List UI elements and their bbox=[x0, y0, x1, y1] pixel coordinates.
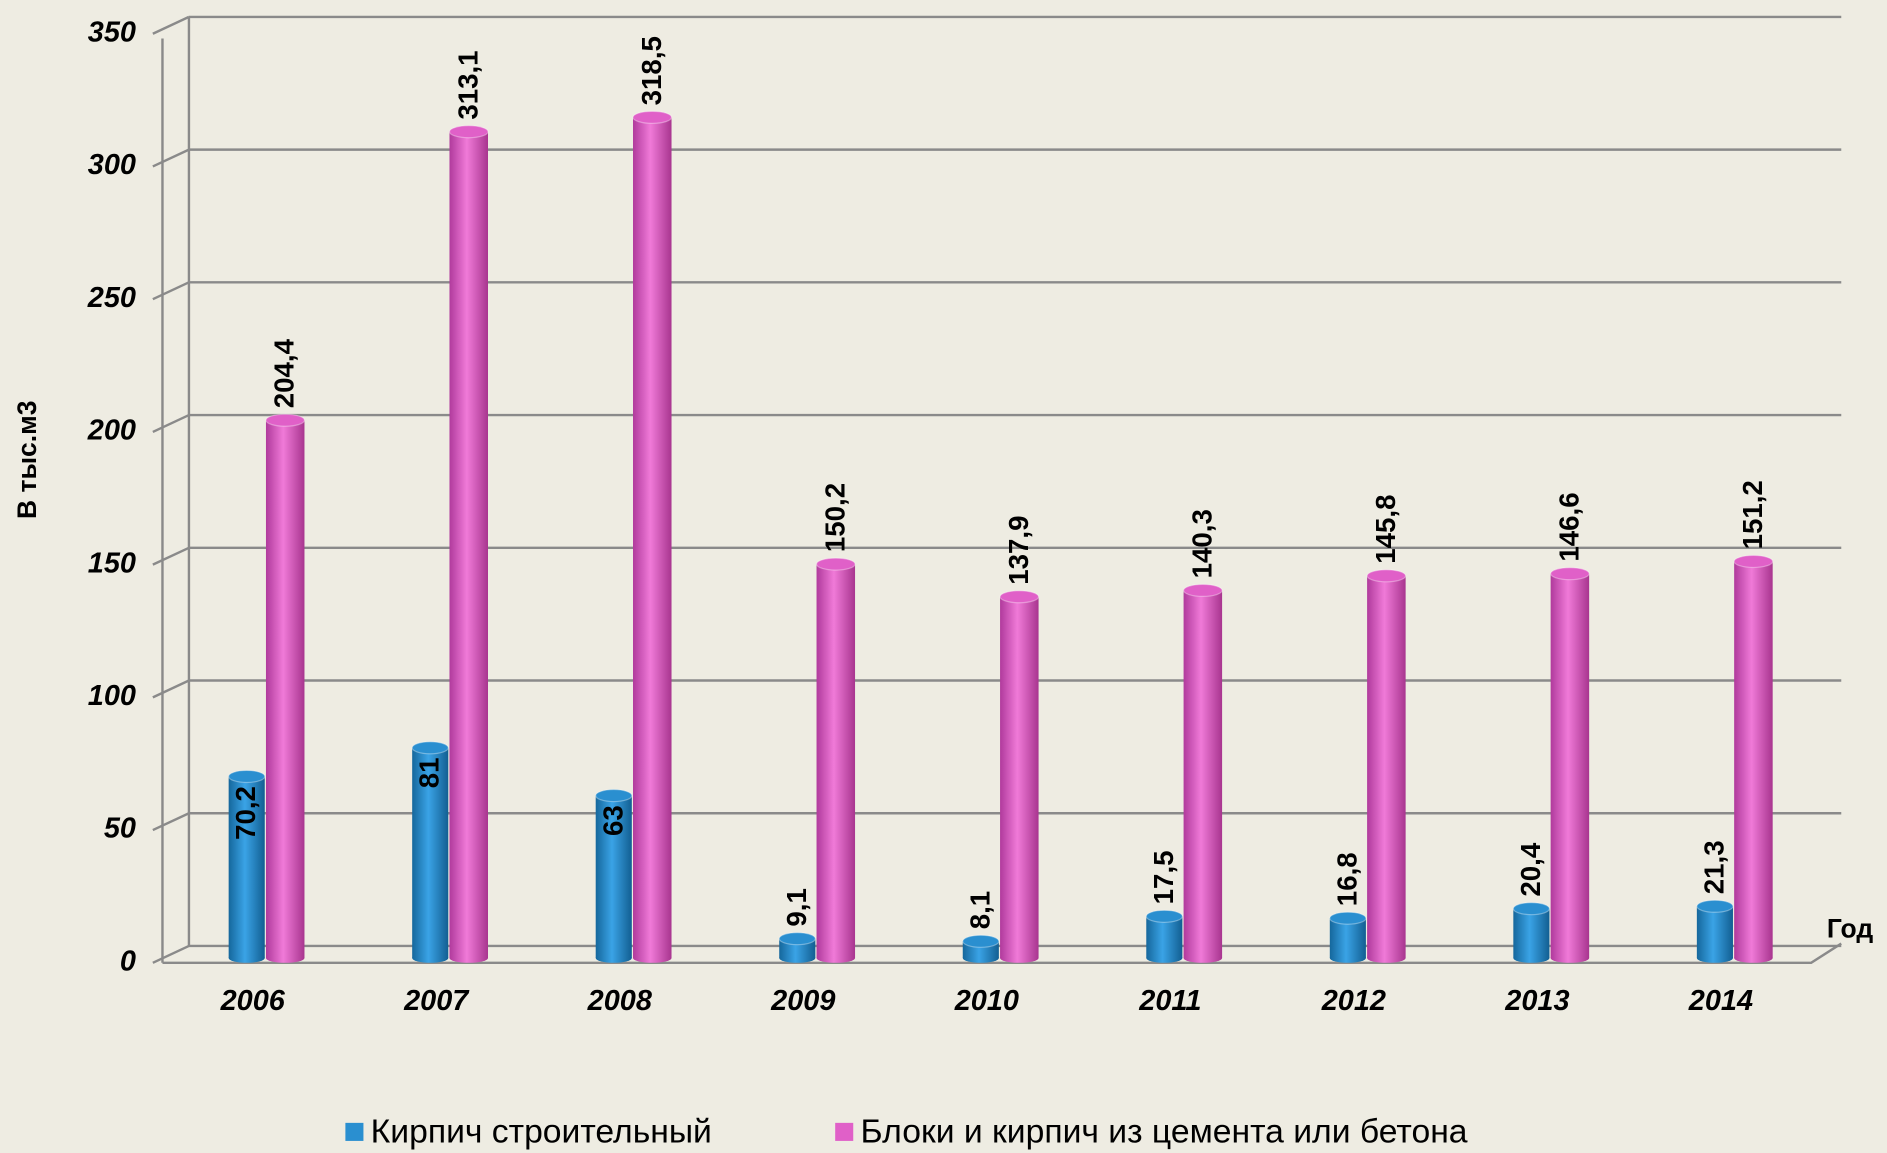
legend-swatch bbox=[835, 1122, 854, 1141]
bar bbox=[1734, 561, 1773, 958]
value-label: 140,3 bbox=[1186, 509, 1217, 578]
x-tick-label: 2007 bbox=[403, 985, 470, 1017]
bar bbox=[1696, 906, 1733, 958]
y-tick-label: 150 bbox=[88, 547, 136, 579]
value-label: 9,1 bbox=[781, 888, 812, 926]
tick-mark bbox=[152, 148, 190, 168]
bar-cap bbox=[1512, 902, 1551, 916]
x-tick-label: 2013 bbox=[1504, 985, 1569, 1017]
floor bbox=[162, 942, 1842, 965]
tick-mark bbox=[152, 413, 190, 434]
y-tick-label: 250 bbox=[87, 282, 136, 314]
bar bbox=[1550, 573, 1590, 958]
bar-cap bbox=[228, 769, 266, 784]
value-label: 150,2 bbox=[819, 483, 850, 552]
y-tick-label: 200 bbox=[87, 415, 136, 447]
y-tick-label: 300 bbox=[88, 149, 136, 181]
bar-cap bbox=[999, 590, 1040, 604]
x-tick-label: 2011 bbox=[1138, 985, 1201, 1017]
bar bbox=[1183, 590, 1223, 958]
bar-cap bbox=[1182, 583, 1223, 598]
value-label: 16,8 bbox=[1331, 852, 1362, 906]
bar-cap bbox=[1145, 909, 1183, 923]
x-tick-label: 2014 bbox=[1688, 985, 1753, 1017]
bar-cap bbox=[411, 741, 449, 755]
bar bbox=[595, 795, 632, 958]
value-label: 137,9 bbox=[1003, 516, 1034, 585]
y-tick-label: 50 bbox=[104, 813, 136, 845]
bar-cap bbox=[1366, 569, 1407, 583]
value-label: 63 bbox=[597, 805, 628, 836]
value-label: 81 bbox=[414, 757, 445, 788]
y-axis-label: В тыс.м3 bbox=[12, 401, 42, 519]
value-label: 20,4 bbox=[1515, 842, 1546, 896]
bar bbox=[1329, 918, 1366, 958]
y-tick-label: 0 bbox=[120, 945, 136, 977]
bar bbox=[816, 564, 856, 958]
bar-cap bbox=[265, 413, 306, 427]
x-tick-label: 2006 bbox=[220, 985, 286, 1017]
bar-cap bbox=[1550, 567, 1590, 581]
bar bbox=[1000, 596, 1039, 958]
x-tick-label: 2008 bbox=[587, 985, 653, 1017]
value-label: 204,4 bbox=[269, 338, 300, 408]
bar bbox=[1513, 908, 1550, 958]
tick-mark bbox=[152, 281, 190, 301]
bar bbox=[1367, 575, 1406, 958]
bar bbox=[1146, 916, 1183, 958]
bar-cap bbox=[595, 788, 633, 803]
bar-cap bbox=[962, 934, 1000, 948]
bar-cap bbox=[815, 557, 856, 571]
tick-mark bbox=[152, 812, 190, 832]
tick-mark bbox=[152, 15, 190, 35]
y-tick-label: 350 bbox=[88, 16, 136, 48]
tick-mark bbox=[152, 546, 190, 566]
bar-cap bbox=[1329, 911, 1367, 925]
value-label: 8,1 bbox=[964, 891, 995, 929]
value-label: 318,5 bbox=[636, 36, 667, 105]
bar bbox=[228, 776, 265, 958]
x-tick-label: 2009 bbox=[770, 985, 835, 1017]
bar bbox=[265, 420, 305, 958]
bar-cap bbox=[632, 110, 673, 124]
x-axis-label: Год bbox=[1827, 913, 1874, 943]
legend-label: Блоки и кирпич из цемента или бетона bbox=[860, 1114, 1467, 1151]
legend-label: Кирпич строительный bbox=[371, 1114, 712, 1151]
tick-mark bbox=[152, 944, 190, 964]
bar-cap bbox=[448, 125, 489, 139]
x-tick-label: 2010 bbox=[954, 985, 1019, 1017]
y-tick-label: 100 bbox=[88, 680, 136, 712]
bar bbox=[412, 747, 449, 958]
value-label: 313,1 bbox=[452, 50, 483, 119]
bar bbox=[449, 131, 488, 958]
value-label: 151,2 bbox=[1737, 480, 1768, 549]
value-label: 17,5 bbox=[1148, 850, 1179, 904]
x-tick-label: 2012 bbox=[1321, 985, 1386, 1017]
value-label: 146,6 bbox=[1553, 492, 1584, 561]
bar-cap bbox=[1696, 899, 1734, 913]
tick-mark bbox=[152, 679, 190, 699]
value-label: 70,2 bbox=[230, 786, 261, 840]
bar bbox=[633, 117, 672, 958]
bar-cap bbox=[1733, 554, 1774, 569]
bar-cap bbox=[778, 932, 816, 946]
legend-swatch bbox=[345, 1122, 364, 1141]
value-label: 21,3 bbox=[1698, 840, 1729, 894]
value-label: 145,8 bbox=[1370, 495, 1401, 564]
